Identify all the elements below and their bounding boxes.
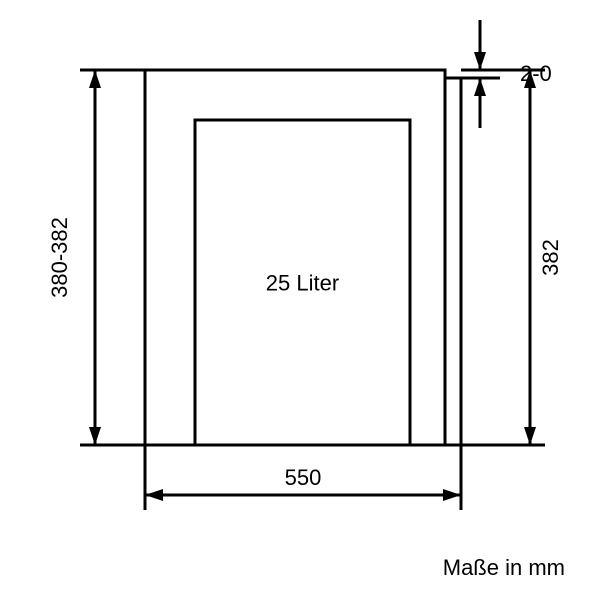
caption: Maße in mm: [443, 555, 565, 580]
dim-height-left: 380-382: [47, 217, 72, 298]
dim-height-right: 382: [538, 239, 563, 276]
dim-gap-top-right: 2-0: [520, 61, 552, 86]
dimension-drawing: 25 Liter 380-382 382 550 2-0 Maße in mm: [0, 0, 600, 600]
dim-width-bottom: 550: [285, 465, 322, 490]
volume-label: 25 Liter: [266, 270, 339, 295]
